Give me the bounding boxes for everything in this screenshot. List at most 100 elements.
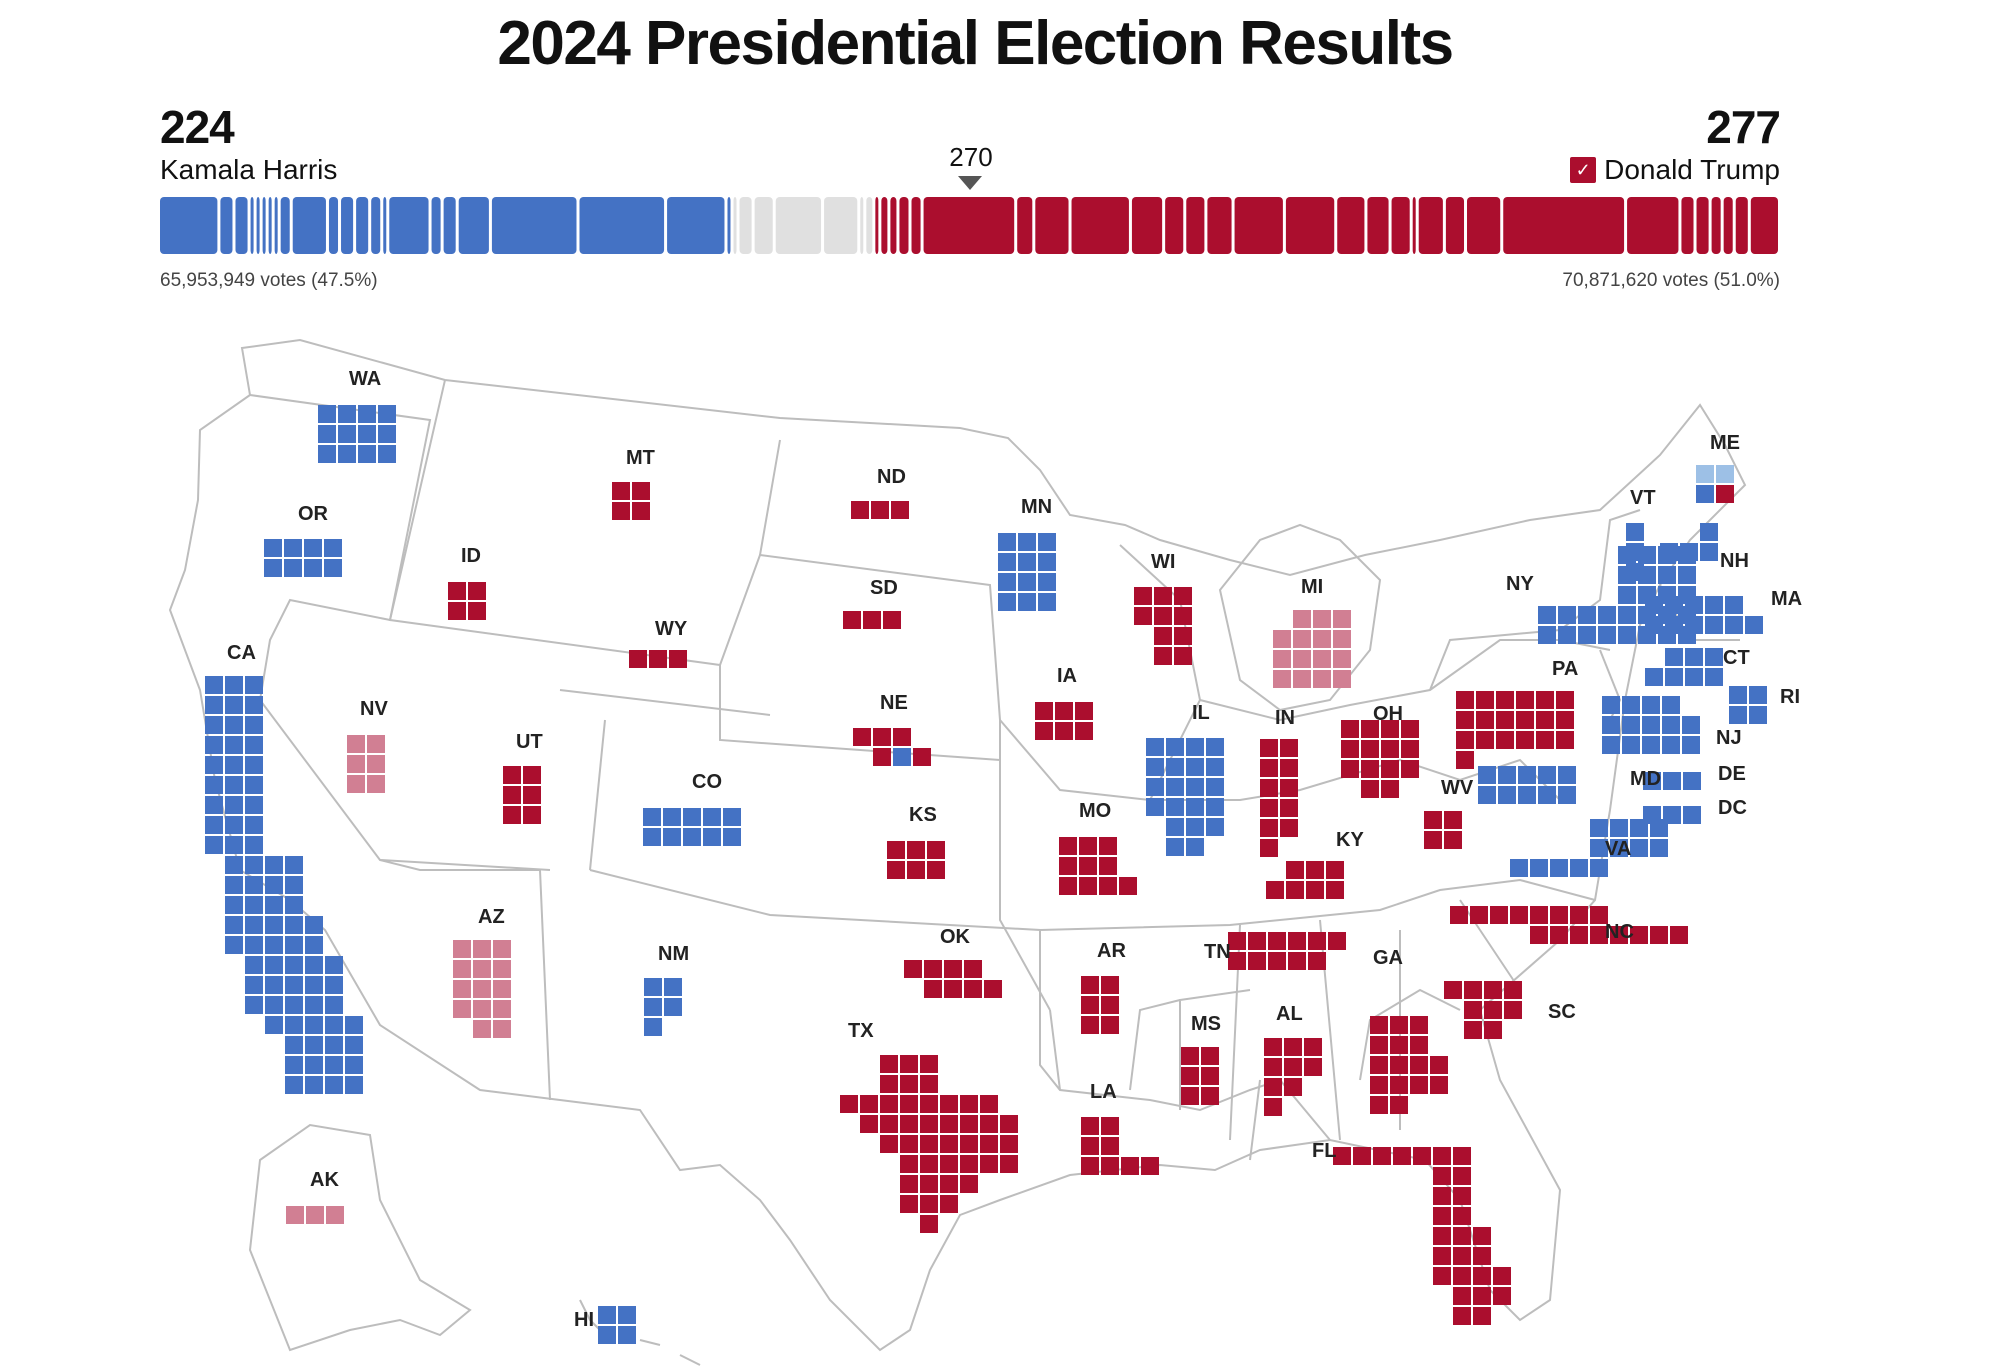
state-az[interactable]	[453, 940, 511, 1038]
electoral-vote-tile	[1630, 926, 1648, 944]
state-ak[interactable]	[286, 1206, 344, 1224]
electoral-vote-tile	[493, 1000, 511, 1018]
state-sc[interactable]	[1444, 981, 1522, 1039]
electoral-vote-tile	[205, 716, 223, 734]
state-id[interactable]	[448, 582, 486, 620]
state-md[interactable]	[1478, 766, 1576, 804]
electoral-vote-tile	[618, 1326, 636, 1344]
electoral-vote-tile	[378, 445, 396, 463]
electoral-vote-tile	[225, 836, 243, 854]
state-sd[interactable]	[843, 611, 901, 629]
state-mt[interactable]	[612, 482, 650, 520]
state-nj[interactable]	[1602, 696, 1700, 754]
electoral-vote-tile	[1000, 1135, 1018, 1153]
electoral-vote-tile	[612, 482, 630, 500]
state-ms[interactable]	[1181, 1047, 1219, 1105]
electoral-vote-tile	[998, 573, 1016, 591]
electoral-vote-tile	[205, 676, 223, 694]
electoral-vote-tile	[1055, 722, 1073, 740]
page-title: 2024 Presidential Election Results	[497, 9, 1454, 78]
electoral-vote-tile	[338, 425, 356, 443]
electoral-vote-tile	[225, 716, 243, 734]
state-dc[interactable]	[1643, 806, 1701, 824]
electoral-vote-tile	[1658, 566, 1676, 584]
state-ne[interactable]	[853, 728, 931, 766]
state-label-va: VA	[1605, 838, 1631, 860]
state-tn[interactable]	[1228, 932, 1346, 970]
state-ga[interactable]	[1370, 1016, 1448, 1114]
state-nd[interactable]	[851, 501, 909, 519]
electoral-vote-tile	[1433, 1147, 1451, 1165]
electoral-vote-tile	[1570, 859, 1588, 877]
electoral-vote-tile	[304, 559, 322, 577]
state-label-mo: MO	[1079, 800, 1111, 822]
electoral-vote-tile	[860, 1115, 878, 1133]
state-nh[interactable]	[1660, 523, 1718, 561]
state-fl[interactable]	[1333, 1147, 1511, 1325]
electoral-vote-tile	[1268, 952, 1286, 970]
electoral-vote-tile	[493, 960, 511, 978]
state-ar[interactable]	[1081, 976, 1119, 1034]
electoral-vote-tile	[1453, 1247, 1471, 1265]
state-nc[interactable]	[1450, 906, 1688, 944]
electoral-vote-tile	[347, 775, 365, 793]
state-ma[interactable]	[1645, 596, 1763, 634]
electoral-vote-tile	[1602, 696, 1620, 714]
electoral-vote-tile	[1476, 731, 1494, 749]
electoral-vote-tile	[663, 808, 681, 826]
electoral-vote-tile	[1590, 859, 1608, 877]
state-wa[interactable]	[318, 405, 396, 463]
state-il[interactable]	[1146, 738, 1224, 856]
electoral-vote-tile	[1390, 1016, 1408, 1034]
state-mi[interactable]	[1273, 610, 1351, 688]
electoral-vote-tile	[1665, 596, 1683, 614]
electoral-vote-tile	[1476, 691, 1494, 709]
state-pa[interactable]	[1456, 691, 1574, 769]
state-label-wv: WV	[1441, 777, 1474, 799]
state-ok[interactable]	[904, 960, 1002, 998]
electoral-vote-tile	[1264, 1098, 1282, 1116]
state-va[interactable]	[1510, 819, 1668, 877]
state-ia[interactable]	[1035, 702, 1093, 740]
state-ri[interactable]	[1729, 686, 1767, 724]
electoral-vote-tile	[1536, 731, 1554, 749]
bar-segment-dem	[268, 197, 272, 254]
state-ks[interactable]	[887, 841, 945, 879]
electoral-vote-tile	[1510, 859, 1528, 877]
state-wi[interactable]	[1134, 587, 1192, 665]
electoral-vote-tile	[873, 728, 891, 746]
electoral-vote-tile	[285, 976, 303, 994]
state-in[interactable]	[1260, 739, 1298, 857]
state-label-fl: FL	[1312, 1140, 1336, 1162]
state-wv[interactable]	[1424, 811, 1462, 849]
electoral-vote-tile	[1286, 881, 1304, 899]
electoral-vote-tile	[1556, 731, 1574, 749]
state-de[interactable]	[1643, 772, 1701, 790]
electoral-vote-tile	[944, 980, 962, 998]
state-nm[interactable]	[644, 978, 682, 1036]
electoral-vote-tile	[900, 1135, 918, 1153]
state-hi[interactable]	[598, 1306, 636, 1344]
state-al[interactable]	[1264, 1038, 1322, 1116]
state-ky[interactable]	[1266, 861, 1344, 899]
state-vt[interactable]	[1626, 523, 1644, 581]
state-tx[interactable]	[840, 1055, 1018, 1233]
state-mo[interactable]	[1059, 837, 1137, 895]
electoral-vote-tile	[1618, 586, 1636, 604]
state-ca[interactable]	[205, 676, 363, 1094]
state-or[interactable]	[264, 539, 342, 577]
state-nv[interactable]	[347, 735, 385, 793]
state-label-ma: MA	[1771, 588, 1802, 610]
state-ct[interactable]	[1645, 648, 1723, 686]
state-oh[interactable]	[1341, 720, 1419, 798]
state-la[interactable]	[1081, 1117, 1159, 1175]
state-co[interactable]	[643, 808, 741, 846]
state-wy[interactable]	[629, 650, 687, 668]
harris-name: Kamala Harris	[160, 154, 338, 185]
electoral-vote-tile	[1370, 1056, 1388, 1074]
electoral-vote-tile	[1490, 906, 1508, 924]
state-ut[interactable]	[503, 766, 541, 824]
state-mn[interactable]	[998, 533, 1056, 611]
state-me[interactable]	[1696, 465, 1734, 503]
electoral-vote-tile	[1381, 720, 1399, 738]
